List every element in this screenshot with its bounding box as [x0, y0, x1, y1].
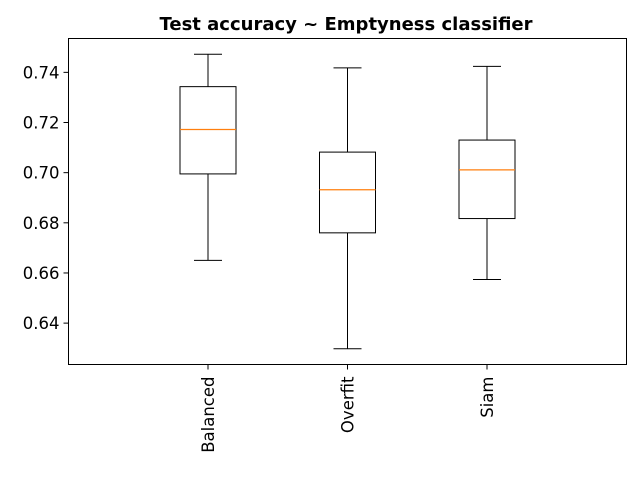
- y-tick-label: 0.66: [23, 264, 60, 283]
- x-tick-label: Siam: [478, 377, 497, 418]
- x-axis: Balanced Overfit Siam: [199, 364, 497, 453]
- iqr-box: [179, 86, 237, 175]
- x-tick-label: Overfit: [339, 376, 358, 433]
- boxes-group: [179, 53, 516, 350]
- y-tick-label: 0.64: [23, 314, 60, 333]
- x-tick-label: Balanced: [199, 377, 218, 453]
- y-tick-label: 0.74: [23, 63, 60, 82]
- box-overfit: [319, 67, 376, 350]
- box-siam: [458, 65, 516, 280]
- iqr-box: [319, 151, 376, 234]
- plot-frame: [68, 38, 627, 365]
- box-balanced: [179, 53, 237, 261]
- y-tick-label: 0.68: [23, 214, 60, 233]
- y-axis: 0.64 0.66 0.68 0.70 0.72 0.74: [23, 63, 69, 333]
- y-tick-label: 0.70: [23, 164, 60, 183]
- y-tick-label: 0.72: [23, 114, 60, 133]
- iqr-box: [458, 139, 516, 220]
- chart-title: Test accuracy ~ Emptyness classifier: [159, 14, 532, 35]
